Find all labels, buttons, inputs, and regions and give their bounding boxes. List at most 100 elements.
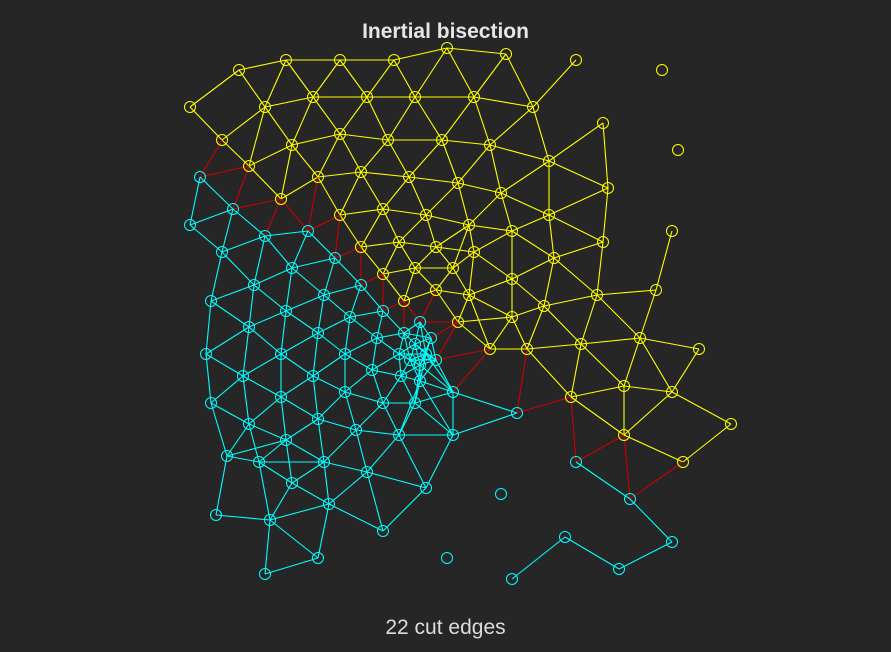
node-part-a — [409, 91, 421, 103]
edge-part-b — [264, 519, 271, 575]
edge-part-b — [344, 353, 373, 371]
edge-part-a — [441, 139, 491, 146]
edge-part-a — [317, 171, 362, 178]
edge-part-b — [371, 353, 400, 371]
edge-part-a — [291, 96, 314, 146]
cut-edge — [435, 348, 491, 361]
node-part-a — [565, 391, 577, 403]
edge-part-a — [398, 241, 416, 269]
edge-part-b — [452, 391, 518, 414]
edge-part-a — [553, 257, 598, 296]
edge-part-a — [623, 385, 673, 393]
edge-part-a — [489, 106, 534, 146]
edge-part-a — [366, 59, 395, 98]
node-part-a — [666, 225, 678, 237]
node-part-b — [420, 482, 432, 494]
edge-part-a — [526, 343, 582, 350]
cut-edges-caption: 22 cut edges — [385, 616, 506, 639]
edge-part-b — [258, 461, 271, 521]
mesh-edges — [189, 47, 732, 580]
edge-part-b — [269, 519, 319, 559]
node-part-b — [329, 252, 341, 264]
node-part-a — [591, 289, 603, 301]
edge-part-a — [414, 246, 437, 269]
node-part-b — [613, 563, 625, 575]
edge-part-a — [457, 144, 491, 184]
edge-part-b — [398, 343, 416, 355]
edge-part-a — [264, 59, 287, 108]
node-part-b — [350, 424, 362, 436]
node-part-a — [463, 219, 475, 231]
edge-part-a — [382, 176, 410, 210]
edge-part-b — [344, 316, 351, 355]
edge-part-b — [355, 402, 384, 431]
edge-part-a — [393, 47, 448, 61]
edge-part-a — [570, 343, 582, 398]
edge-part-b — [317, 418, 325, 463]
edge-part-a — [312, 96, 341, 135]
figure-title: Inertial bisection — [362, 20, 529, 43]
edge-part-b — [205, 300, 212, 355]
edge-part-b — [435, 359, 454, 393]
edge-part-b — [210, 284, 255, 302]
edge-part-b — [400, 359, 411, 377]
edge-part-a — [414, 96, 443, 141]
edge-part-b — [205, 353, 212, 404]
edge-part-b — [403, 332, 411, 361]
node-part-b — [205, 397, 217, 409]
edge-part-a — [398, 214, 427, 243]
edge-part-a — [317, 133, 341, 178]
edge-part-b — [344, 391, 384, 404]
node-part-b — [323, 498, 335, 510]
edge-part-b — [248, 310, 287, 328]
node-part-b — [447, 429, 459, 441]
cut-edge — [334, 214, 341, 259]
edge-part-b — [291, 230, 309, 269]
node-part-a — [452, 316, 464, 328]
edge-part-a — [312, 59, 341, 98]
node-part-b — [414, 375, 426, 387]
edge-part-b — [280, 332, 319, 355]
node-part-b — [312, 552, 324, 564]
edge-part-a — [489, 144, 502, 194]
edge-part-b — [403, 321, 421, 334]
edge-part-b — [280, 396, 319, 420]
edge-part-b — [371, 369, 402, 377]
edge-part-a — [548, 214, 604, 243]
edge-part-a — [526, 348, 572, 398]
node-part-b — [243, 321, 255, 333]
cut-edge — [575, 434, 625, 463]
edge-part-a — [414, 267, 437, 291]
edge-part-b — [280, 396, 287, 441]
edge-part-b — [414, 391, 454, 404]
node-part-a — [602, 182, 614, 194]
edge-part-b — [344, 391, 357, 431]
edge-part-b — [210, 375, 244, 404]
edge-part-a — [425, 182, 459, 216]
edge-part-a — [387, 139, 410, 178]
edge-part-a — [639, 289, 657, 339]
edge-part-a — [671, 348, 700, 393]
edge-part-a — [441, 96, 475, 141]
node-part-b — [339, 348, 351, 360]
node-part-b — [404, 354, 416, 366]
cut-edge — [280, 198, 309, 232]
node-part-b — [286, 477, 298, 489]
edge-part-b — [285, 439, 293, 484]
edge-part-a — [435, 224, 470, 248]
edge-part-a — [291, 144, 319, 178]
edge-part-a — [596, 289, 657, 296]
node-part-a — [355, 166, 367, 178]
edge-part-a — [360, 208, 384, 248]
node-part-b — [248, 279, 260, 291]
edge-part-b — [409, 353, 427, 361]
edge-part-a — [285, 59, 314, 98]
edge-part-a — [580, 294, 598, 345]
node-part-a — [243, 160, 255, 172]
node-part-b — [318, 456, 330, 468]
edge-part-b — [629, 498, 673, 543]
cut-edge — [334, 246, 362, 259]
node-part-b — [227, 203, 239, 215]
edge-part-b — [258, 461, 293, 484]
edge-part-a — [408, 176, 459, 184]
